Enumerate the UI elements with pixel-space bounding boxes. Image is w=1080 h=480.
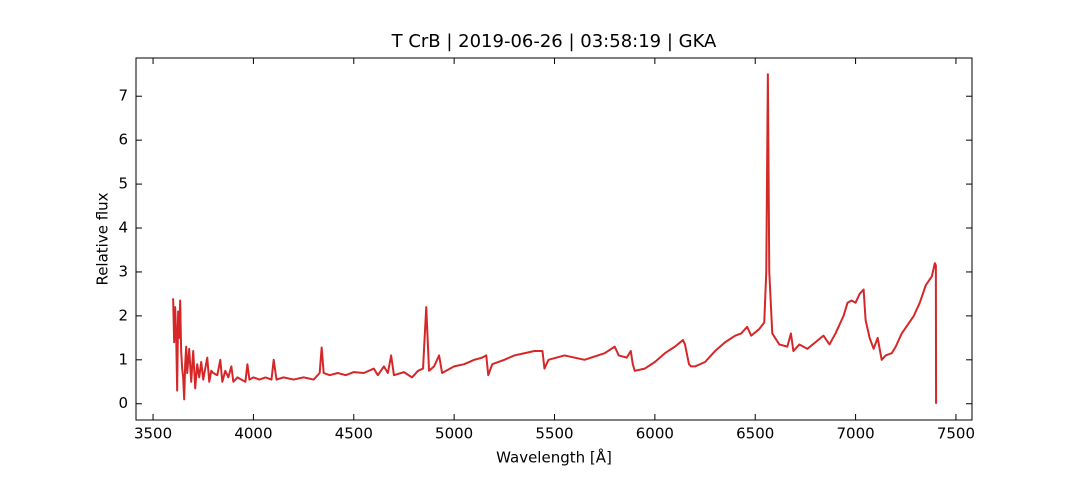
x-tick-label: 6500 (736, 425, 774, 443)
y-tick-label: 6 (118, 131, 128, 149)
y-tick-label: 2 (118, 306, 128, 324)
y-tick-label: 3 (118, 262, 128, 280)
chart-title: T CrB | 2019-06-26 | 03:58:19 | GKA (391, 31, 717, 52)
y-axis-label: Relative flux (94, 192, 112, 285)
y-tick-label: 4 (118, 219, 128, 237)
x-tick-label: 7500 (937, 425, 975, 443)
y-tick-label: 5 (118, 175, 128, 193)
spectrum-line (172, 73, 938, 404)
x-tick-label: 5500 (535, 425, 573, 443)
x-axis-label: Wavelength [Å] (496, 448, 612, 467)
y-tick-label: 1 (118, 350, 128, 368)
x-tick-label: 7000 (836, 425, 874, 443)
x-tick-label: 4500 (335, 425, 373, 443)
x-tick-label: 5000 (435, 425, 473, 443)
x-tick-label: 6000 (636, 425, 674, 443)
x-tick-label: 4000 (234, 425, 272, 443)
plot-frame (135, 57, 973, 421)
x-tick-label: 3500 (134, 425, 172, 443)
y-tick-label: 0 (118, 394, 128, 412)
y-tick-label: 7 (118, 87, 128, 105)
